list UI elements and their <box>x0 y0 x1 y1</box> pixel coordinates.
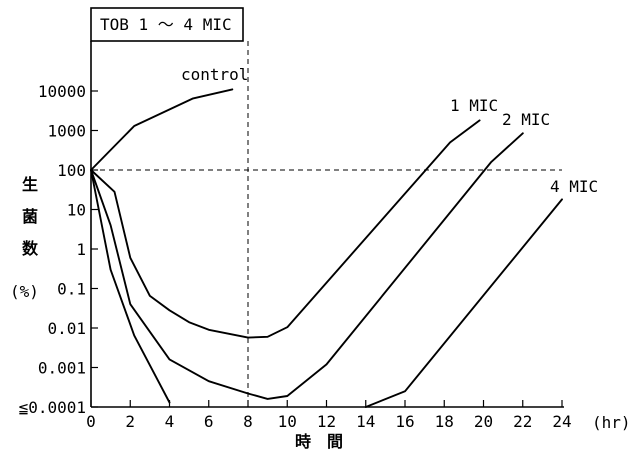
x-tick-label-24: 24 <box>552 412 571 431</box>
series-4-mic-regrowth <box>364 198 563 408</box>
y-tick-label-0-01: 0.01 <box>47 319 86 338</box>
x-tick-label-16: 16 <box>395 412 414 431</box>
chart-title: TOB 1 ～ 4 MIC <box>100 15 232 34</box>
x-tick-label-18: 18 <box>435 412 454 431</box>
x-tick-label-12: 12 <box>317 412 336 431</box>
series-curves <box>90 88 563 408</box>
x-tick-label-6: 6 <box>204 412 214 431</box>
y-tick-label-10000: 10000 <box>38 82 86 101</box>
series-label-control: control <box>181 65 248 84</box>
series-label-1-mic: 1 MIC <box>450 96 498 115</box>
series-2-mic <box>90 132 524 400</box>
y-axis-unit: (%) <box>10 282 39 301</box>
y-tick-label-100: 100 <box>57 161 86 180</box>
x-tick-label-10: 10 <box>278 412 297 431</box>
x-tick-label-4: 4 <box>165 412 175 431</box>
series-4-mic <box>90 169 171 404</box>
series-label-4-mic: 4 MIC <box>550 177 598 196</box>
x-tick-label-22: 22 <box>513 412 532 431</box>
y-tick-label-1000: 1000 <box>47 122 86 141</box>
series-label-2-mic: 2 MIC <box>502 110 550 129</box>
y-tick-label-0-001: 0.001 <box>38 359 86 378</box>
series-control <box>90 88 234 171</box>
x-tick-label-8: 8 <box>243 412 253 431</box>
y-tick-label-1: 1 <box>76 240 86 259</box>
x-tick-label-20: 20 <box>474 412 493 431</box>
x-tick-label-2: 2 <box>125 412 135 431</box>
y-tick-label-0-1: 0.1 <box>57 280 86 299</box>
x-tick-labels: 0 2 4 6 8 10 12 14 16 18 20 22 24 <box>86 412 571 431</box>
x-tick-label-0: 0 <box>86 412 96 431</box>
y-tick-labels: 10000 1000 100 10 1 0.1 0.01 0.001 ≦0.0001 <box>19 82 86 417</box>
reference-lines <box>91 41 562 407</box>
x-axis-label: 時 間 <box>295 432 343 451</box>
series-1-mic <box>90 119 481 339</box>
y-tick-label-0-0001: ≦0.0001 <box>19 398 86 417</box>
x-tick-label-14: 14 <box>356 412 375 431</box>
x-axis-unit: (hr) <box>592 413 630 432</box>
y-axis-label-char-3: 数 <box>22 239 39 258</box>
y-axis-label-char-1: 生 <box>22 175 38 194</box>
y-axis-label-char-2: 菌 <box>22 207 38 226</box>
y-tick-label-10: 10 <box>67 201 86 220</box>
title-box <box>90 7 244 42</box>
